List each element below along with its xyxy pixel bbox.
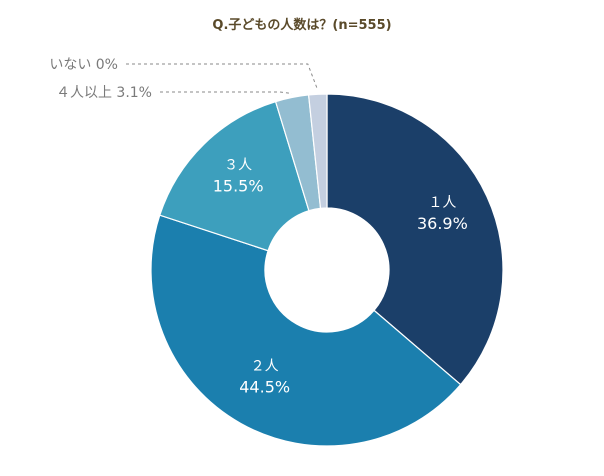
labels: １人 36.9% ２人 44.5% ３人 15.5% いない 0% ４人以上 3.1% [49,57,467,397]
leader-line-5 [126,63,319,91]
pie-slice-5 [307,93,328,209]
slice-value-3: 15.5% [213,176,264,195]
slice-value-2: 44.5% [239,378,290,397]
pie-slice-2 [150,214,462,447]
slice-label-1: １人 [428,195,456,211]
pie-slice-3 [159,100,310,252]
pie-slice-1 [326,93,504,386]
slice-label-4: ４人以上 3.1% [56,85,152,101]
chart-title: Q.子どもの人数は？(n=555) [212,18,392,33]
leader-line-4 [160,91,293,95]
slice-value-1: 36.9% [417,214,468,233]
slice-label-3: ３人 [224,157,252,173]
slice-label-5: いない 0% [49,57,118,73]
slices [150,93,504,447]
slice-label-2: ２人 [251,359,279,375]
